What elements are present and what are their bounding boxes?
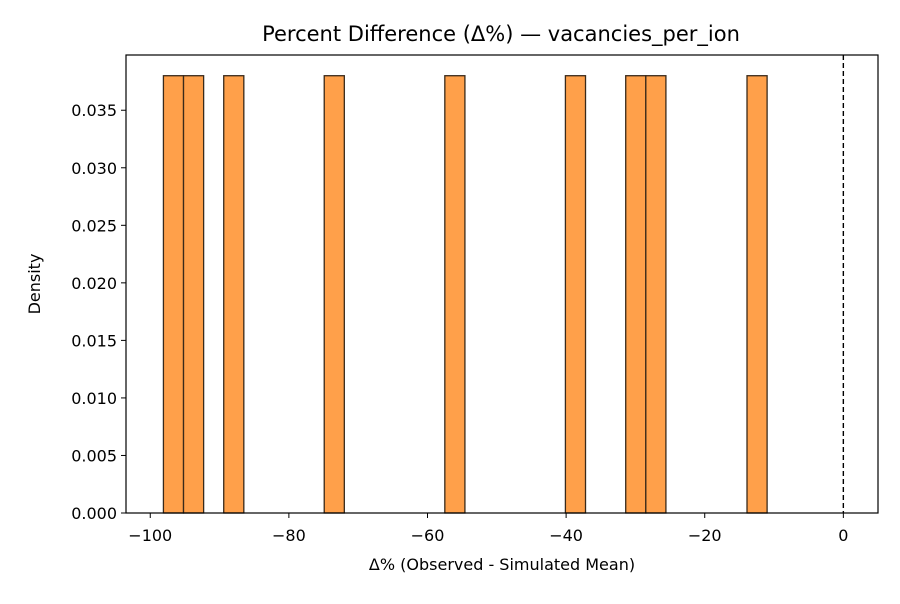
x-tick-label: −40	[549, 526, 583, 545]
histogram-bar	[746, 75, 768, 514]
x-tick-label: −100	[128, 526, 172, 545]
histogram-bar	[182, 75, 205, 514]
y-tick-label: 0.005	[71, 446, 117, 465]
y-tick-label: 0.035	[71, 101, 117, 120]
histogram-bar	[564, 75, 587, 514]
histogram-bar	[625, 75, 647, 514]
y-axis-label: Density	[25, 254, 44, 315]
x-axis-label: Δ% (Observed - Simulated Mean)	[369, 555, 635, 574]
y-tick-label: 0.025	[71, 216, 117, 235]
x-axis-ticks: −100 −80 −60 −40 −20 0	[128, 513, 848, 545]
histogram-bar	[323, 75, 345, 514]
plot-frame	[125, 54, 879, 514]
x-tick-label: 0	[838, 526, 848, 545]
histogram-bar	[645, 75, 667, 514]
y-axis-ticks: 0.000 0.005 0.010 0.015 0.020 0.025 0.030 0.035	[71, 101, 126, 523]
x-tick-label: −20	[688, 526, 722, 545]
x-tick-label: −80	[272, 526, 306, 545]
histogram-bar	[444, 75, 466, 514]
histogram-bar	[162, 75, 185, 514]
chart-title: Percent Difference (Δ%) — vacancies_per_…	[262, 22, 740, 47]
y-tick-label: 0.010	[71, 389, 117, 408]
y-tick-label: 0.000	[71, 504, 117, 523]
x-tick-label: −60	[411, 526, 445, 545]
y-tick-label: 0.015	[71, 331, 117, 350]
bars-layer	[162, 75, 768, 514]
histogram-bar	[223, 75, 245, 514]
y-tick-label: 0.030	[71, 159, 117, 178]
y-tick-label: 0.020	[71, 274, 117, 293]
